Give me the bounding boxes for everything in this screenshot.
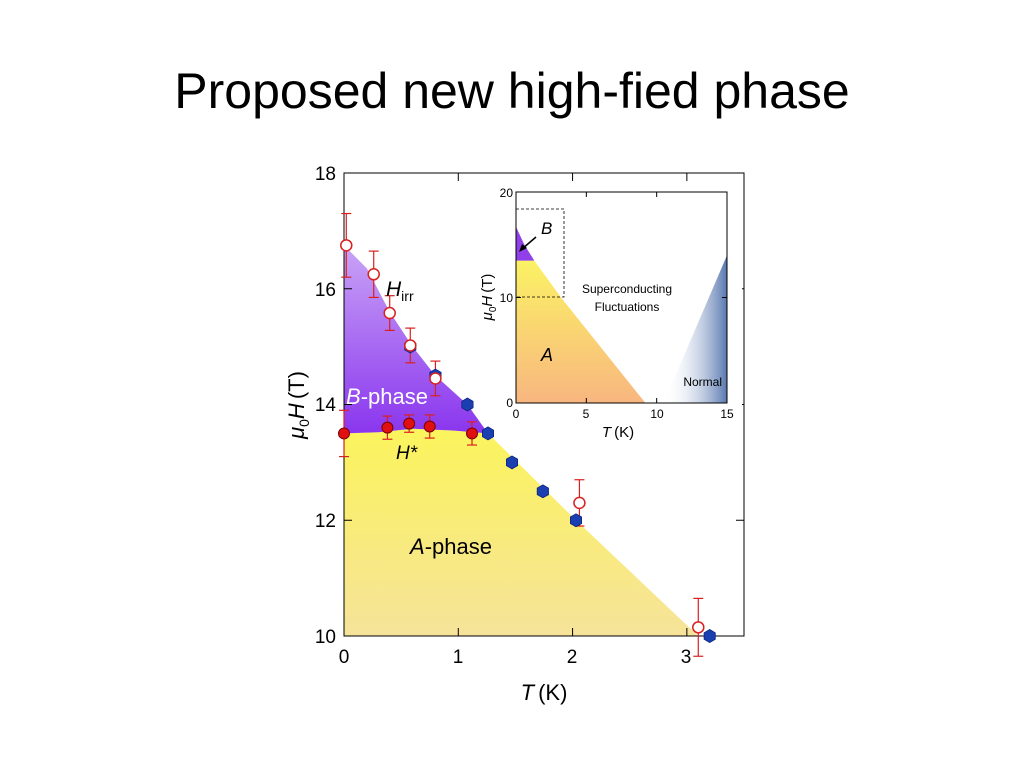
slide-title: Proposed new high-fied phase [174,63,850,119]
y-tick-labels: 10 12 14 16 18 [315,164,337,648]
data-point-open-circle [692,621,705,634]
y-tick-label: 12 [315,511,336,532]
inset-normal-label: Normal [683,375,722,389]
inset-y-axis-label: μ0H(T) [479,274,499,322]
a-phase-region [344,428,699,636]
inset-b-arrow-head [519,244,527,252]
inset-x-tick-label: 0 [513,407,520,421]
data-point-hexagon [536,484,549,499]
y-axis-label: μ0H(T) [284,371,312,440]
x-tick-label: 1 [453,647,464,668]
data-point-open-circle [404,339,417,352]
inset-plot: 0 10 20 0 5 10 15 T (K) μ0H(T) B A Superc… [479,182,742,441]
data-point-filled-circle [338,427,350,440]
data-point-hexagon [461,397,474,412]
data-point-filled-circle [466,427,478,440]
data-point-filled-circle [403,417,416,430]
b-phase-label: B-phase [346,384,428,409]
inset-x-tick-label: 5 [583,407,590,421]
data-point-filled-circle [381,421,394,434]
inset-a-label: A [540,345,553,365]
data-point-open-circle [367,268,380,281]
y-tick-label: 18 [315,164,336,185]
x-axis-label: T (K) [521,680,568,705]
b-phase-region [344,245,488,434]
inset-x-tick-labels: 0 5 10 15 [513,407,734,421]
inset-fluct-label-1: Superconducting [582,282,672,296]
x-tick-label: 2 [567,647,578,668]
hstar-label: H* [396,443,418,464]
inset-x-tick-label: 15 [720,407,734,421]
inset-y-tick-label: 0 [506,396,513,410]
main-plot: 10 12 14 16 18 0 1 2 3 T (K) μ0H(T) B-pha… [284,164,745,705]
y-tick-label: 14 [315,395,337,416]
data-point-hexagon [505,455,518,470]
inset-x-tick-label: 10 [650,407,664,421]
data-point-open-circle [383,306,396,320]
data-point-open-circle [340,239,353,252]
inset-y-tick-labels: 0 10 20 [500,186,514,410]
y-tick-label: 16 [315,280,336,301]
x-tick-label: 3 [681,647,692,668]
x-tick-label: 0 [339,647,350,668]
inset-normal-region [663,255,727,403]
data-point-filled-circle [423,420,436,433]
inset-zoom-box [515,208,565,298]
data-point-open-circle [429,372,442,385]
hirr-label: Hirr [386,278,414,304]
data-point-hexagon [703,629,716,643]
inset-axis-ticks [515,191,728,404]
x-tick-labels: 0 1 2 3 [339,647,692,668]
data-point-open-circle [573,496,586,510]
data-point-hexagon [570,513,582,528]
a-phase-label: A-phase [408,534,492,559]
data-point-hexagon [481,426,495,441]
inset-b-region [516,226,535,261]
inset-y-tick-label: 20 [500,186,514,200]
y-tick-label: 10 [315,627,336,648]
inset-x-axis-label: T (K) [602,424,634,441]
main-data-points [338,239,716,643]
inset-b-label: B [541,219,552,238]
inset-a-region [516,260,646,403]
inset-y-tick-label: 10 [500,291,514,305]
inset-fluct-label-2: Fluctuations [595,300,660,314]
